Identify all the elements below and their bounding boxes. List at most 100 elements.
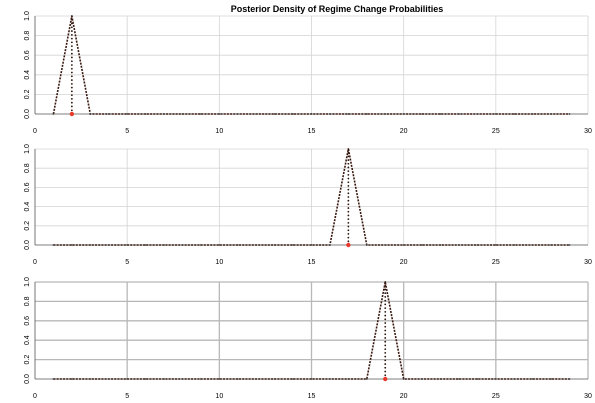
data-point <box>476 244 479 246</box>
data-point <box>292 378 294 380</box>
data-point <box>365 244 368 246</box>
y-tick-label: 0.2 <box>24 89 31 99</box>
spike-dot <box>70 22 73 25</box>
data-point <box>181 378 184 380</box>
data-point <box>52 378 55 380</box>
x-tick-label: 5 <box>125 393 129 400</box>
data-point <box>494 244 497 246</box>
spike-dot <box>347 173 350 176</box>
x-tick-label: 25 <box>492 259 500 266</box>
spike-dot <box>384 296 387 298</box>
data-point <box>70 244 73 246</box>
spike-dot <box>70 64 73 66</box>
spike-dot <box>70 30 73 32</box>
figure-title: Posterior Density of Regime Change Proba… <box>231 4 444 14</box>
spike-dot <box>347 188 350 191</box>
spike-dot <box>384 288 387 291</box>
x-tick-label: 30 <box>584 128 592 135</box>
data-point <box>236 244 239 246</box>
y-tick-label: 0.8 <box>24 296 31 306</box>
data-point <box>568 113 571 115</box>
data-point <box>107 113 110 115</box>
data-point <box>513 378 516 380</box>
data-point <box>531 113 534 115</box>
chart-panel-2: 0 5 10 15 20 25 30 0.0 0.2 0.4 0.6 0.8 1.0 <box>24 144 592 266</box>
spike-dot <box>347 166 350 169</box>
spike-dot <box>70 109 73 112</box>
spike-dot <box>384 329 387 332</box>
data-point <box>402 244 405 246</box>
data-point-highlight <box>69 111 75 117</box>
spike-dot <box>347 170 350 173</box>
data-point <box>200 113 202 115</box>
data-point <box>402 113 405 115</box>
data-point <box>273 244 276 246</box>
spike-dot <box>70 94 73 97</box>
y-tick-label: 0.0 <box>24 240 31 250</box>
spike-dot <box>384 348 387 351</box>
spike-dot <box>384 314 387 317</box>
spike-dot <box>70 71 73 74</box>
spike-dot <box>70 60 73 63</box>
spike-dot <box>384 299 387 302</box>
spike-dot <box>347 196 350 198</box>
spike-dot <box>384 359 387 362</box>
x-tick-label: 20 <box>400 128 408 135</box>
x-tick-label: 10 <box>215 128 223 135</box>
spike-dot <box>384 284 387 287</box>
data-point <box>531 244 534 246</box>
data-point <box>329 244 331 246</box>
spike-dot <box>384 281 387 283</box>
data-point <box>218 113 221 115</box>
data-point <box>255 378 258 380</box>
data-point <box>458 113 460 115</box>
spike-dot <box>384 344 387 347</box>
x-tick-label: 0 <box>33 128 37 135</box>
data-point <box>421 378 423 380</box>
spike-dot <box>384 340 387 343</box>
data-point <box>255 113 258 115</box>
x-tick-label: 10 <box>215 259 223 266</box>
spike-dot <box>70 90 73 93</box>
spike-dot <box>347 192 350 195</box>
spike-dot <box>384 351 387 354</box>
x-tick-label: 15 <box>308 393 316 400</box>
data-point <box>494 378 497 380</box>
spike-dot <box>384 370 387 373</box>
data-point <box>439 244 442 246</box>
y-tick-label: 0.8 <box>24 163 31 173</box>
data-point <box>107 244 110 246</box>
spike-dot <box>384 322 387 324</box>
spike-dot <box>347 177 350 180</box>
x-tick-label: 20 <box>400 393 408 400</box>
spike-dot <box>70 41 73 44</box>
spike-dot <box>384 333 387 336</box>
data-point <box>70 378 73 380</box>
data-point <box>329 113 331 115</box>
x-tick-label: 20 <box>400 259 408 266</box>
spike-dot <box>384 374 387 377</box>
data-point <box>568 244 571 246</box>
spike-dot <box>384 292 387 295</box>
data-point <box>402 378 405 380</box>
data-point <box>163 378 165 380</box>
y-tick-label: 0.4 <box>24 335 31 345</box>
data-point <box>218 378 221 380</box>
spike-dot <box>70 98 73 100</box>
spike-dot <box>347 162 350 165</box>
data-point <box>273 378 276 380</box>
spike-dot <box>347 210 350 213</box>
spike-dot <box>347 155 350 158</box>
spike-dot <box>70 33 73 36</box>
y-tick-label: 0.2 <box>24 355 31 365</box>
data-point <box>292 244 294 246</box>
data-point <box>310 378 313 380</box>
spike-dot <box>70 56 73 59</box>
x-tick-label: 25 <box>492 128 500 135</box>
spike-dot <box>347 229 350 232</box>
spike-dot <box>347 240 350 243</box>
data-point <box>329 378 331 380</box>
spike-dot <box>384 303 387 306</box>
data-point <box>126 113 129 115</box>
spike-dot <box>384 307 387 310</box>
